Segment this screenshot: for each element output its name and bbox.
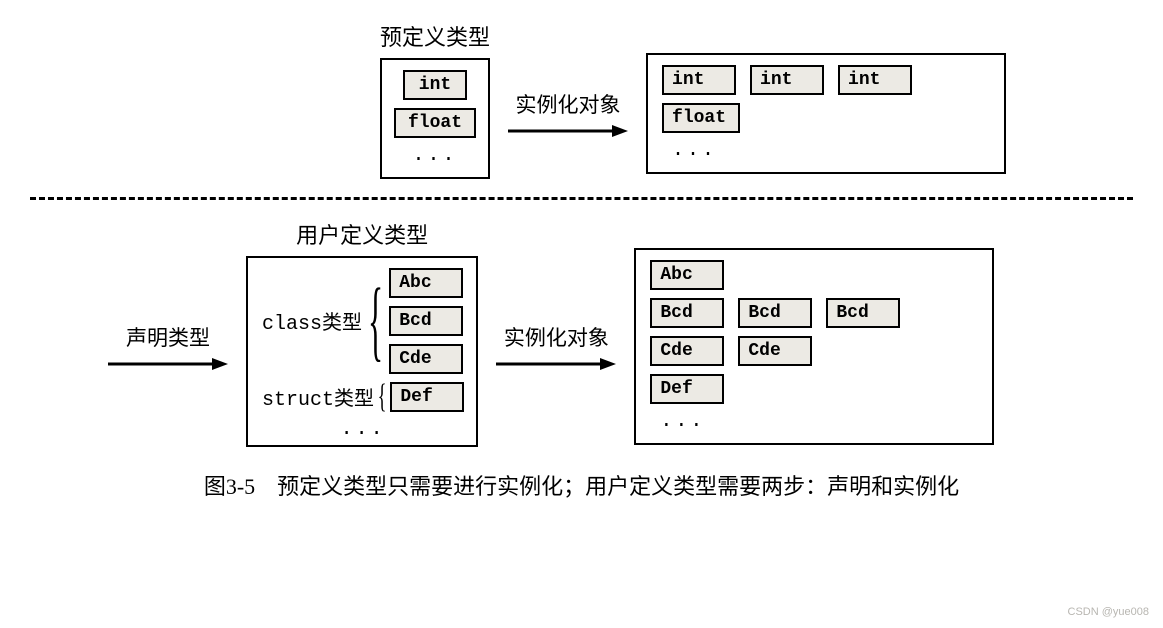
- userdefined-instances-box: Abc Bcd Bcd Bcd Cde Cde Def ...: [634, 248, 994, 445]
- instance-row: Cde Cde: [650, 336, 978, 366]
- instantiate-arrow-top: 实例化对象: [508, 89, 628, 139]
- watermark: CSDN @yue008: [1068, 606, 1149, 618]
- predefined-section: 预定义类型 int float ... 实例化对象 int int int fl…: [380, 20, 1133, 179]
- instantiate-arrow-bottom: 实例化对象: [496, 322, 616, 372]
- section-divider: [30, 197, 1133, 200]
- ellipsis: ...: [662, 139, 990, 162]
- instance-tag: int: [750, 65, 824, 95]
- struct-group: struct类型 { Def: [262, 380, 464, 414]
- class-group-label: class类型: [262, 306, 362, 336]
- predefined-box: int float ...: [380, 58, 490, 179]
- type-tag: Cde: [389, 344, 463, 374]
- class-label-text: class类型: [262, 313, 362, 336]
- arrow-label: 声明类型: [126, 322, 210, 352]
- arrow-icon: [496, 356, 616, 372]
- instance-tag: Cde: [738, 336, 812, 366]
- ellipsis: ...: [262, 418, 464, 441]
- type-tag: Abc: [389, 268, 463, 298]
- ellipsis: ...: [650, 410, 978, 433]
- struct-group-label: struct类型: [262, 382, 374, 412]
- userdefined-left-col: 用户定义类型 class类型 { Abc Bcd Cde struct类型 { …: [246, 218, 478, 447]
- instance-row: Abc: [650, 260, 978, 290]
- instance-row: int int int: [662, 65, 990, 95]
- instance-tag: int: [838, 65, 912, 95]
- instance-tag: Bcd: [738, 298, 812, 328]
- instance-tag: Bcd: [826, 298, 900, 328]
- predefined-instances-box: int int int float ...: [646, 53, 1006, 174]
- type-tag: Def: [390, 382, 464, 412]
- brace-icon: {: [368, 276, 383, 366]
- predefined-title: 预定义类型: [380, 20, 490, 52]
- figure-caption: 图3-5 预定义类型只需要进行实例化；用户定义类型需要两步：声明和实例化: [30, 469, 1133, 501]
- ellipsis: ...: [413, 144, 458, 167]
- instance-tag: Bcd: [650, 298, 724, 328]
- instance-row: Bcd Bcd Bcd: [650, 298, 978, 328]
- instance-tag: Abc: [650, 260, 724, 290]
- instance-tag: float: [662, 103, 740, 133]
- instance-row: Def: [650, 374, 978, 404]
- userdefined-section: 声明类型 用户定义类型 class类型 { Abc Bcd Cde struct…: [90, 218, 1133, 447]
- arrow-label: 实例化对象: [516, 89, 621, 119]
- class-items: Abc Bcd Cde: [389, 268, 463, 374]
- type-tag: Bcd: [389, 306, 463, 336]
- predefined-left-col: 预定义类型 int float ...: [380, 20, 490, 179]
- instance-tag: int: [662, 65, 736, 95]
- struct-label-text: struct类型: [262, 389, 374, 412]
- type-tag: int: [403, 70, 467, 100]
- userdefined-box: class类型 { Abc Bcd Cde struct类型 { Def ...: [246, 256, 478, 447]
- instance-tag: Def: [650, 374, 724, 404]
- instance-row: float: [662, 103, 990, 133]
- class-group: class类型 { Abc Bcd Cde: [262, 268, 464, 374]
- brace-icon: {: [378, 380, 387, 414]
- type-tag: float: [394, 108, 476, 138]
- arrow-icon: [508, 123, 628, 139]
- struct-items: Def: [390, 382, 464, 412]
- userdefined-title: 用户定义类型: [246, 218, 478, 250]
- arrow-label: 实例化对象: [504, 322, 609, 352]
- instance-tag: Cde: [650, 336, 724, 366]
- declare-arrow: 声明类型: [108, 322, 228, 372]
- arrow-icon: [108, 356, 228, 372]
